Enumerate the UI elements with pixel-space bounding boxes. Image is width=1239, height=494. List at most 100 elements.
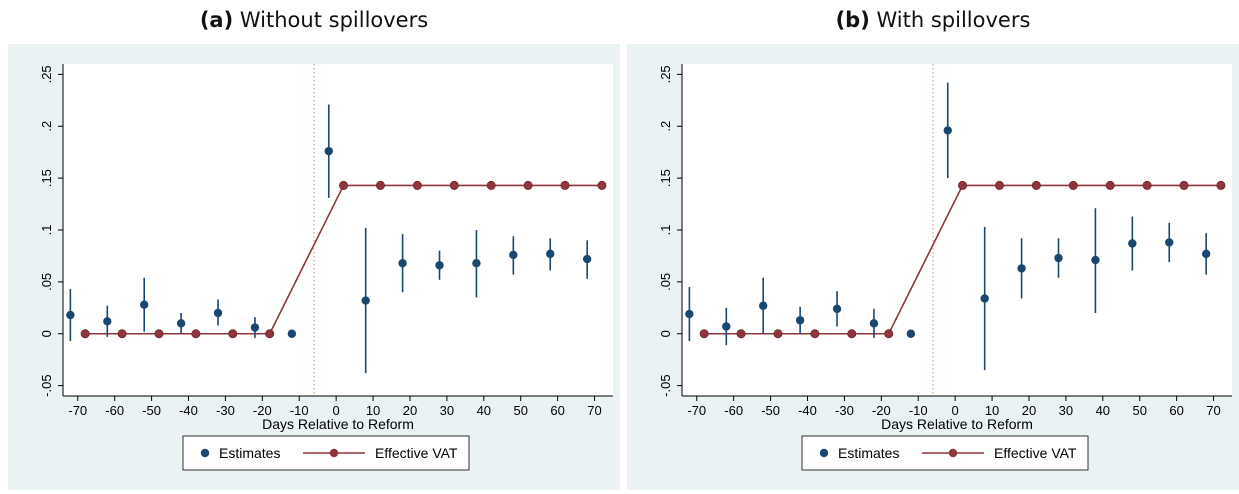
estimate-point xyxy=(103,317,112,326)
effective-vat-point xyxy=(523,180,533,190)
estimate-point xyxy=(1201,249,1211,259)
effective-vat-point xyxy=(1142,180,1152,190)
estimate-point xyxy=(66,310,75,320)
panel-b-title-text: With spillovers xyxy=(876,8,1031,32)
legend-vat-marker xyxy=(329,448,339,458)
x-tick-label: 10 xyxy=(366,403,380,418)
effective-vat-point xyxy=(736,329,746,339)
effective-vat-point xyxy=(958,180,968,190)
chart-panel-b: -.05 0 .05 .1 .15 .2 .25 -70 -60 -50 -40 -30 -20 -10 0… xyxy=(627,44,1239,490)
x-tick-label: 60 xyxy=(1169,403,1183,418)
estimate-point xyxy=(582,254,592,264)
estimate-point xyxy=(832,304,842,314)
estimate-point xyxy=(176,319,186,328)
effective-vat-point xyxy=(191,329,201,339)
effective-vat-point xyxy=(884,329,894,339)
x-tick-label: -40 xyxy=(179,403,198,418)
x-axis-title: Days Relative to Reform xyxy=(881,416,1033,432)
effective-vat-point xyxy=(1068,180,1078,190)
legend-estimates-marker xyxy=(819,448,829,458)
x-tick-label: -50 xyxy=(142,403,161,418)
x-tick-label: 0 xyxy=(952,403,959,418)
estimate-point xyxy=(685,309,694,319)
x-tick-label: 0 xyxy=(333,403,340,418)
estimate-point xyxy=(722,322,731,331)
effective-vat-point xyxy=(265,329,275,339)
x-tick-label: -70 xyxy=(68,403,87,418)
effective-vat-point xyxy=(339,180,349,190)
effective-vat-point xyxy=(117,329,127,339)
panel-a-title: (a) Without spillovers xyxy=(8,8,620,32)
estimate-point xyxy=(361,296,370,305)
effective-vat-line xyxy=(85,184,602,335)
legend-estimates-label: Estimates xyxy=(838,445,899,461)
legend-vat-label: Effective VAT xyxy=(994,445,1077,461)
estimate-point xyxy=(509,250,518,260)
x-tick-label: 40 xyxy=(1096,403,1110,418)
x-tick-label: 30 xyxy=(1059,403,1073,418)
x-tick-label: 10 xyxy=(985,403,999,418)
x-tick-label: -50 xyxy=(761,403,780,418)
y-tick-label: .05 xyxy=(658,273,673,291)
estimate-point xyxy=(1017,264,1026,273)
estimate-point xyxy=(140,300,149,309)
estimate-point xyxy=(213,308,223,318)
effective-vat-point xyxy=(1216,180,1226,190)
effective-vat-point xyxy=(80,329,90,339)
effective-vat-point xyxy=(412,180,422,190)
x-tick-label: 20 xyxy=(403,403,417,418)
y-tick-label: .25 xyxy=(658,65,673,83)
effective-vat-point xyxy=(449,180,459,190)
effective-vat-point xyxy=(597,180,607,190)
effective-vat-point xyxy=(1031,180,1041,190)
y-tick-label: .1 xyxy=(658,225,673,236)
estimate-point xyxy=(1128,239,1137,248)
effective-vat-point xyxy=(699,329,709,339)
y-tick-label: .15 xyxy=(39,169,54,187)
x-tick-label: -10 xyxy=(290,403,309,418)
estimate-point xyxy=(759,301,768,310)
estimate-point xyxy=(398,259,407,268)
x-tick-label: -60 xyxy=(105,403,124,418)
y-tick-label: -.05 xyxy=(39,374,54,396)
x-tick-label: -70 xyxy=(687,403,706,418)
x-tick-label: -30 xyxy=(835,403,854,418)
legend-vat-marker xyxy=(948,448,958,458)
effective-vat-point xyxy=(1105,180,1115,190)
effective-vat-point xyxy=(810,329,820,339)
panel-b-label: (b) xyxy=(835,8,870,32)
effective-vat-point xyxy=(560,180,570,190)
effective-vat-point xyxy=(1179,180,1189,190)
estimate-point xyxy=(980,294,989,303)
estimate-point xyxy=(287,329,297,338)
x-tick-label: 40 xyxy=(477,403,491,418)
y-tick-label: 0 xyxy=(39,330,54,337)
panel-a-title-text: Without spillovers xyxy=(239,8,429,32)
y-tick-label: .05 xyxy=(39,273,54,291)
effective-vat-point xyxy=(154,329,164,339)
estimate-point xyxy=(546,249,555,259)
y-tick-label: .25 xyxy=(39,65,54,83)
legend-vat-label: Effective VAT xyxy=(375,445,458,461)
plot-area xyxy=(63,64,613,396)
y-tick-label: 0 xyxy=(658,330,673,337)
x-tick-label: 30 xyxy=(440,403,454,418)
estimate-point xyxy=(906,329,916,338)
effective-vat-line xyxy=(704,184,1221,335)
x-tick-label: -10 xyxy=(909,403,928,418)
y-tick-label: .1 xyxy=(39,225,54,236)
effective-vat-point xyxy=(375,180,385,190)
x-axis-title: Days Relative to Reform xyxy=(262,416,414,432)
panel-a-label: (a) xyxy=(199,8,234,32)
effective-vat-point xyxy=(486,180,496,190)
legend-estimates-label: Estimates xyxy=(219,445,280,461)
y-tick-label: .2 xyxy=(39,121,54,132)
effective-vat-point xyxy=(773,329,783,339)
x-tick-label: 50 xyxy=(513,403,527,418)
x-tick-label: 60 xyxy=(550,403,564,418)
x-tick-label: -20 xyxy=(253,403,272,418)
estimate-point xyxy=(472,259,481,268)
panel-b-title: (b) With spillovers xyxy=(627,8,1239,32)
estimate-point xyxy=(943,126,952,135)
x-tick-label: 50 xyxy=(1132,403,1146,418)
